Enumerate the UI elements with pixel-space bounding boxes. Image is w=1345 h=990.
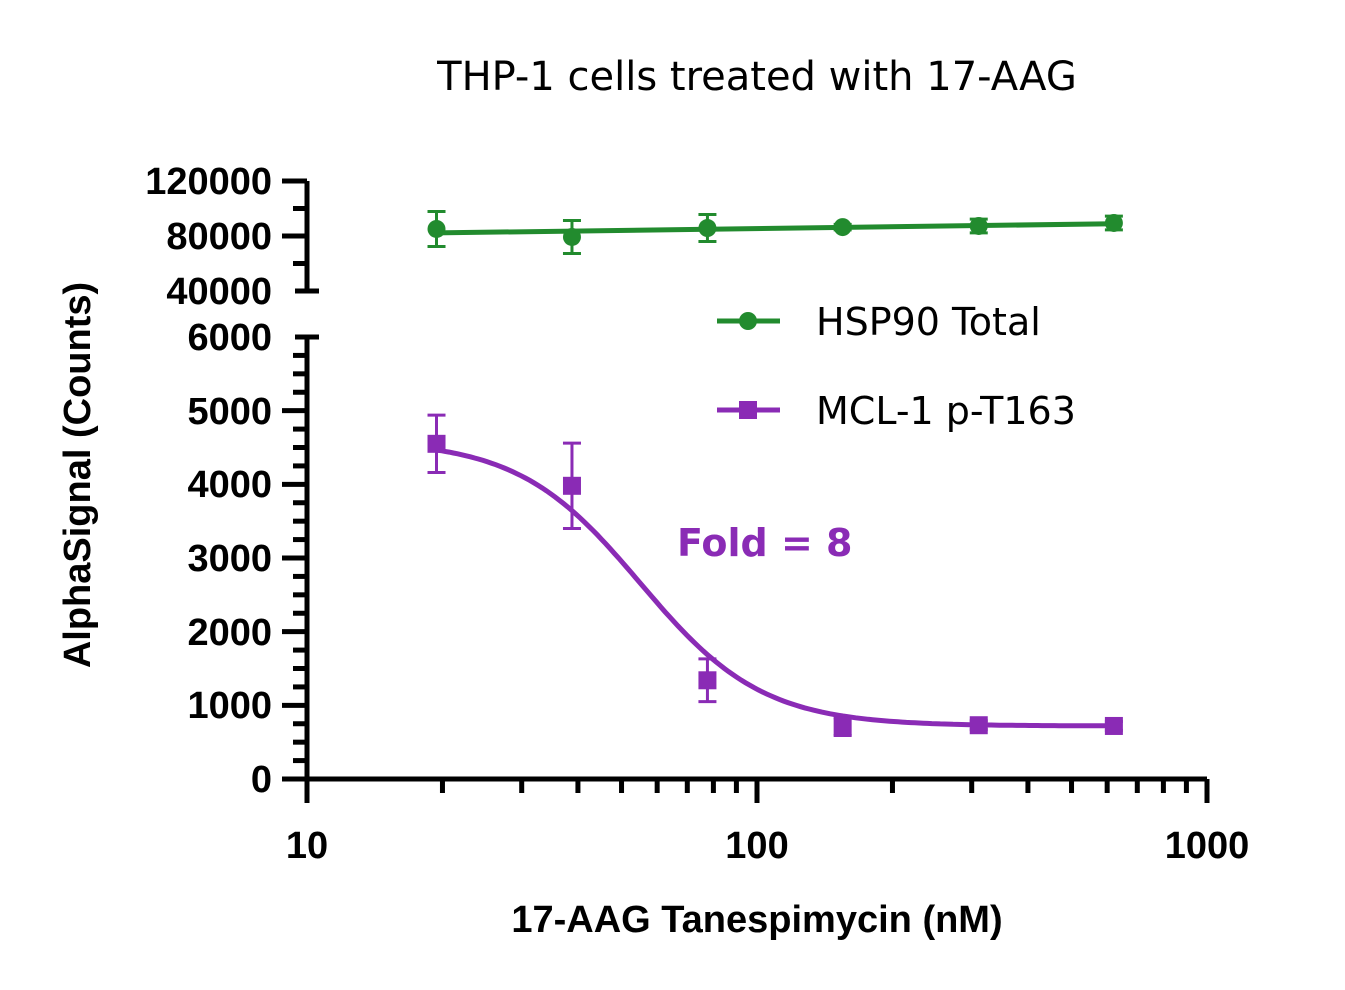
y-tick-label: 1000 bbox=[187, 685, 272, 727]
x-axis-label: 17-AAG Tanespimycin (nM) bbox=[511, 899, 1002, 941]
tick-labels: 120000 80000 40000 6000 5000 4000 3000 2… bbox=[145, 161, 1249, 867]
data-point-circle bbox=[698, 219, 717, 238]
fit-curve bbox=[436, 447, 1114, 729]
data-point-square bbox=[698, 671, 717, 690]
data-point-square bbox=[562, 476, 581, 495]
x-tick-label: 100 bbox=[725, 825, 788, 867]
y-tick-label: 5000 bbox=[187, 391, 272, 433]
data-point-circle bbox=[427, 219, 446, 238]
y-tick-label: 2000 bbox=[187, 612, 272, 654]
data-point-square bbox=[1104, 716, 1123, 735]
data-point-square bbox=[833, 717, 852, 736]
y-tick-label: 3000 bbox=[187, 538, 272, 580]
series-mcl1-pt163 bbox=[427, 413, 1123, 738]
series-hsp90-total bbox=[427, 210, 1123, 255]
legend-item-hsp90[interactable]: HSP90 Total bbox=[717, 300, 1041, 344]
x-tick-label: 1000 bbox=[1165, 825, 1250, 867]
y-tick-label: 0 bbox=[251, 759, 272, 801]
legend-label: HSP90 Total bbox=[816, 300, 1041, 344]
data-point-square bbox=[969, 716, 988, 735]
data-point-circle bbox=[833, 218, 852, 237]
data-point-circle bbox=[969, 216, 988, 235]
y-tick-label: 80000 bbox=[166, 216, 272, 258]
y-tick-label: 120000 bbox=[145, 161, 272, 203]
legend-circle-marker-icon bbox=[739, 312, 757, 330]
y-axis-label: AlphaSignal (Counts) bbox=[57, 282, 99, 668]
legend: HSP90 Total MCL-1 p-T163 bbox=[717, 300, 1076, 433]
fold-annotation: Fold = 8 bbox=[677, 521, 853, 565]
chart-title: THP-1 cells treated with 17-AAG bbox=[436, 54, 1077, 100]
legend-label: MCL-1 p-T163 bbox=[816, 389, 1076, 433]
legend-square-marker-icon bbox=[739, 401, 757, 419]
data-point-circle bbox=[562, 227, 581, 246]
axes bbox=[282, 178, 1210, 803]
legend-item-mcl1[interactable]: MCL-1 p-T163 bbox=[717, 389, 1076, 433]
data-point-square bbox=[427, 434, 446, 453]
data-point-circle bbox=[1104, 213, 1123, 232]
y-tick-label: 40000 bbox=[166, 271, 272, 313]
y-tick-label: 6000 bbox=[187, 317, 272, 359]
x-tick-label: 10 bbox=[286, 825, 328, 867]
y-tick-label: 4000 bbox=[187, 464, 272, 506]
fit-line bbox=[436, 221, 1114, 236]
